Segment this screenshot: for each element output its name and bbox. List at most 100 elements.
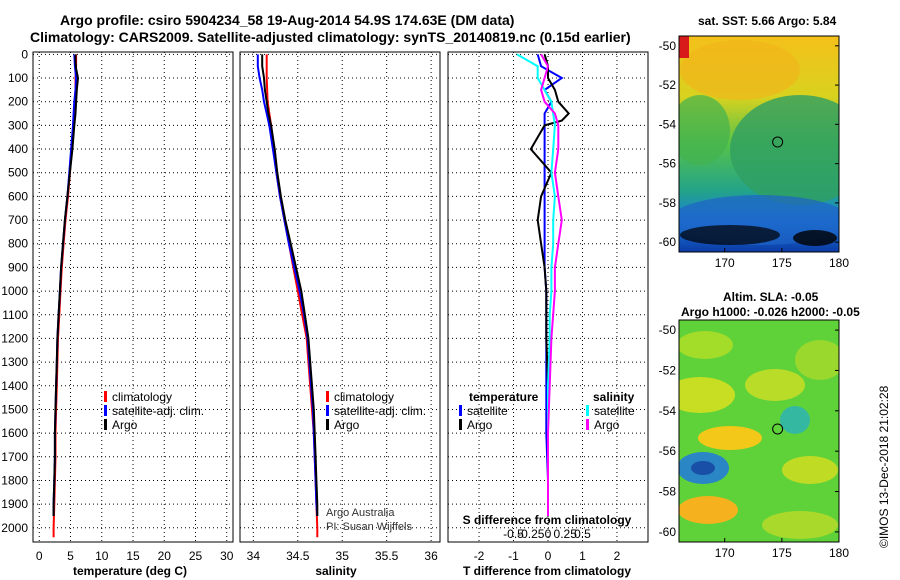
lat-tick-label: -58 [659,485,677,499]
lat-tick-label: -54 [659,404,677,418]
sla-map-title: Altim. SLA: -0.05 [723,290,819,304]
legend-label-satellite: satellite-adj. clim. [112,404,204,418]
legend-swatch-argo [104,419,107,430]
series-line [52,54,80,516]
x-tick-label: 1 [579,549,586,563]
side-credit: ©IMOS 13-Dec-2018 21:02:28 [877,385,891,548]
x-tick-label: 0 [36,549,43,563]
sla-patch [679,331,733,359]
legend-label-argo: Argo [112,418,138,432]
legend-label-argo: Argo [334,418,360,432]
salinity-legend: climatology satellite-adj. clim. Argo [326,390,426,432]
x-tick-label: 10 [95,549,109,563]
depth-tick-label: 100 [8,71,28,85]
sst-map-title: sat. SST: 5.66 Argo: 5.84 [698,14,837,28]
legend-label-climatology: climatology [334,390,394,404]
depth-tick-label: 1500 [1,402,28,416]
argo-location-marker [772,136,784,148]
depth-tick-label: 1600 [1,426,28,440]
depth-tick-label: 600 [8,189,28,203]
title-line-2: Climatology: CARS2009. Satellite-adjuste… [30,29,631,45]
lat-tick-label: -52 [659,78,677,92]
depth-tick-label: 0 [21,47,28,61]
lon-tick-label: 175 [772,546,792,560]
sla-patch [795,340,839,380]
legend-label-s-argo: Argo [594,418,620,432]
argo-location-marker [772,423,784,435]
series-line [516,53,556,516]
lat-tick-label: -56 [659,444,677,458]
sst-warm-patch [679,36,689,58]
legend-swatch-climatology [104,391,107,402]
salinity-xlabel: salinity [315,564,357,578]
series-line [265,54,319,538]
depth-tick-label: 1000 [1,284,28,298]
lon-tick-label: 180 [829,546,849,560]
sla-patch [679,377,735,413]
sla-patch [691,461,715,475]
series-line [256,54,319,517]
depth-tick-label: 800 [8,237,28,251]
sla-patch [698,426,762,450]
x-tick-label: 34 [247,549,261,563]
depth-tick-label: 1300 [1,355,28,369]
x-tick-label: 35 [336,549,350,563]
difference-xlabel: T difference from climatology [463,564,631,578]
lon-tick-label: 170 [715,256,735,270]
depth-tick-label: 900 [8,260,28,274]
legend-swatch-satellite [326,405,329,416]
depth-tick-label: 2000 [1,521,28,535]
depth-tick-label: 1400 [1,379,28,393]
x2-tick-label: 0.5 [574,527,591,541]
x-tick-label: 20 [158,549,172,563]
sst-patches [679,36,839,246]
depth-tick-label: 1200 [1,331,28,345]
depth-tick-label: 1900 [1,497,28,511]
legend-swatch-t-satellite [459,405,462,416]
sla-map: 170 175 180 -50 -52 -54 -56 -58 -60 [659,319,849,560]
x2-tick-label: 0 [545,527,552,541]
x-tick-label: 36 [424,549,438,563]
sst-cloud-mask [793,230,837,246]
legend-swatch-t-argo [459,419,462,430]
sst-map: 170 175 180 -50 -52 -54 -56 -58 -60 [659,35,849,270]
x-tick-label: -1 [508,549,519,563]
title-line-1: Argo profile: csiro 5904234_58 19-Aug-20… [60,12,515,28]
lat-tick-label: -60 [659,525,677,539]
lat-tick-label: -60 [659,235,677,249]
sla-map-subtitle: Argo h1000: -0.026 h2000: -0.05 [681,305,860,319]
x-tick-label: 15 [126,549,140,563]
temperature-panel: 0 5 10 15 20 25 300100200300400500600700800900… [1,47,233,578]
sla-patch [782,456,838,484]
lon-tick-label: 175 [772,256,792,270]
depth-tick-label: 500 [8,166,28,180]
x2-tick-label: -0.25 [517,527,545,541]
difference-panel: -2 -1 0 1 2 -0.5-0.25 0 0.250.5 T difference fr… [447,51,649,578]
lat-tick-label: -50 [659,39,677,53]
temperature-xlabel: temperature (deg C) [73,564,187,578]
x-tick-label: 0 [545,549,552,563]
sla-patch [679,496,738,524]
lat-tick-label: -54 [659,117,677,131]
credit-line-1: Argo Australia [326,507,395,519]
sla-patch [745,369,805,401]
series-line [261,54,319,516]
depth-tick-label: 1700 [1,450,28,464]
x-tick-label: 25 [189,549,203,563]
legend-swatch-s-argo [586,419,589,430]
lat-tick-label: -56 [659,157,677,171]
x-tick-label: 2 [614,549,621,563]
difference-legend: temperature satellite Argo salinity sate… [459,390,635,432]
lon-tick-label: 170 [715,546,735,560]
difference-xlabel2: S difference from climatology [463,513,632,527]
lat-tick-label: -58 [659,196,677,210]
sst-patch [680,40,800,100]
sst-patch [679,95,730,165]
legend-swatch-s-satellite [586,405,589,416]
legend-header-salinity: salinity [593,390,635,404]
legend-header-temperature: temperature [469,390,539,404]
sla-patch [762,511,838,539]
sst-patch [730,95,839,205]
